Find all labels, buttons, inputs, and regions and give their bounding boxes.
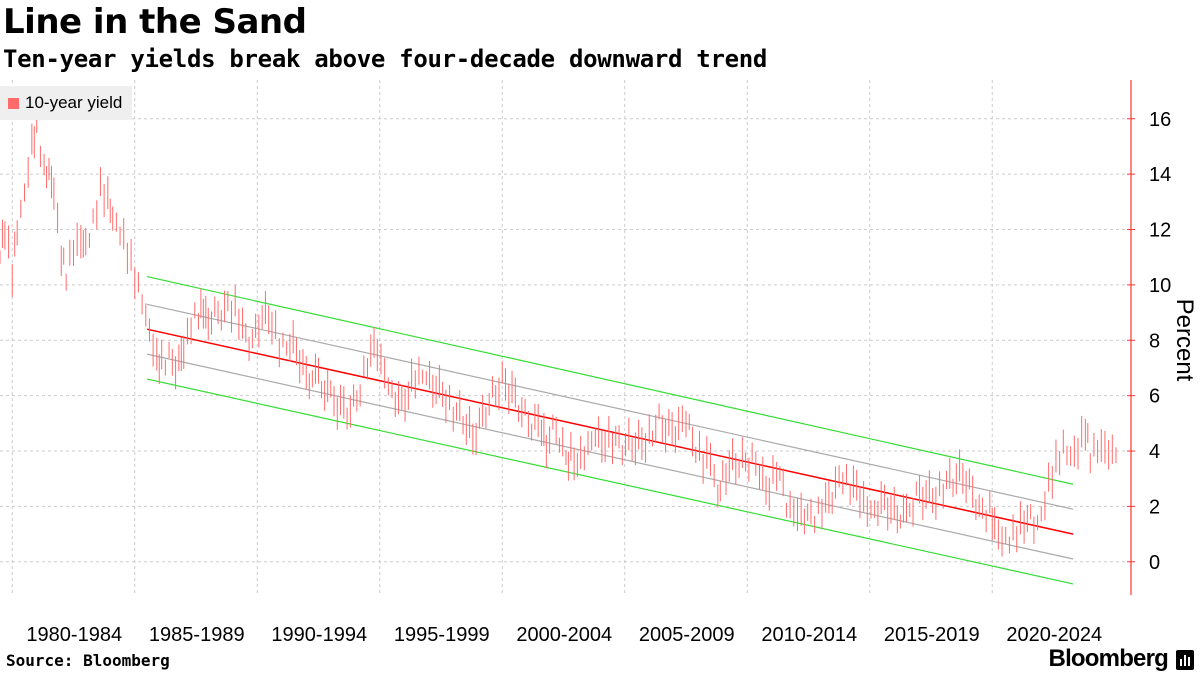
channel-line — [146, 378, 1074, 585]
channel-line — [146, 276, 1074, 485]
y-tick-label: 8 — [1149, 330, 1160, 352]
y-tick-label: 14 — [1149, 164, 1171, 186]
y-tick-label: 12 — [1149, 220, 1171, 242]
source-note: Source: Bloomberg — [6, 651, 170, 670]
x-tick-label: 2000-2004 — [516, 624, 612, 646]
y-tick-label: 2 — [1149, 496, 1160, 518]
y-axis-label: Percent — [1171, 299, 1198, 382]
x-tick-label: 1995-1999 — [394, 624, 490, 646]
x-tick-label: 2005-2009 — [639, 624, 735, 646]
x-tick-label: 2010-2014 — [761, 624, 857, 646]
brand-logo: Bloomberg — [1048, 645, 1169, 672]
x-tick-label: 1980-1984 — [26, 624, 122, 646]
legend: 10-year yield — [0, 86, 133, 120]
y-tick-label: 0 — [1149, 552, 1160, 574]
x-tick-label: 2020-2024 — [1006, 624, 1102, 646]
y-tick-label: 16 — [1149, 109, 1171, 131]
x-tick-label: 1990-1994 — [271, 624, 367, 646]
x-tick-label: 1985-1989 — [149, 624, 245, 646]
trend-line — [146, 328, 1074, 535]
y-tick-label: 6 — [1149, 386, 1160, 408]
channel-line — [146, 353, 1074, 560]
legend-label: 10-year yield — [25, 93, 123, 112]
chart-title: Line in the Sand — [3, 2, 307, 42]
yield-series — [0, 100, 1117, 557]
x-tick-label: 2015-2019 — [884, 624, 980, 646]
y-tick-label: 10 — [1149, 275, 1171, 297]
bloomberg-bars-icon — [1176, 650, 1194, 670]
channel-line — [146, 303, 1074, 510]
chart-subtitle: Ten-year yields break above four-decade … — [3, 45, 768, 73]
y-tick-label: 4 — [1149, 441, 1160, 463]
legend-swatch — [8, 97, 19, 109]
